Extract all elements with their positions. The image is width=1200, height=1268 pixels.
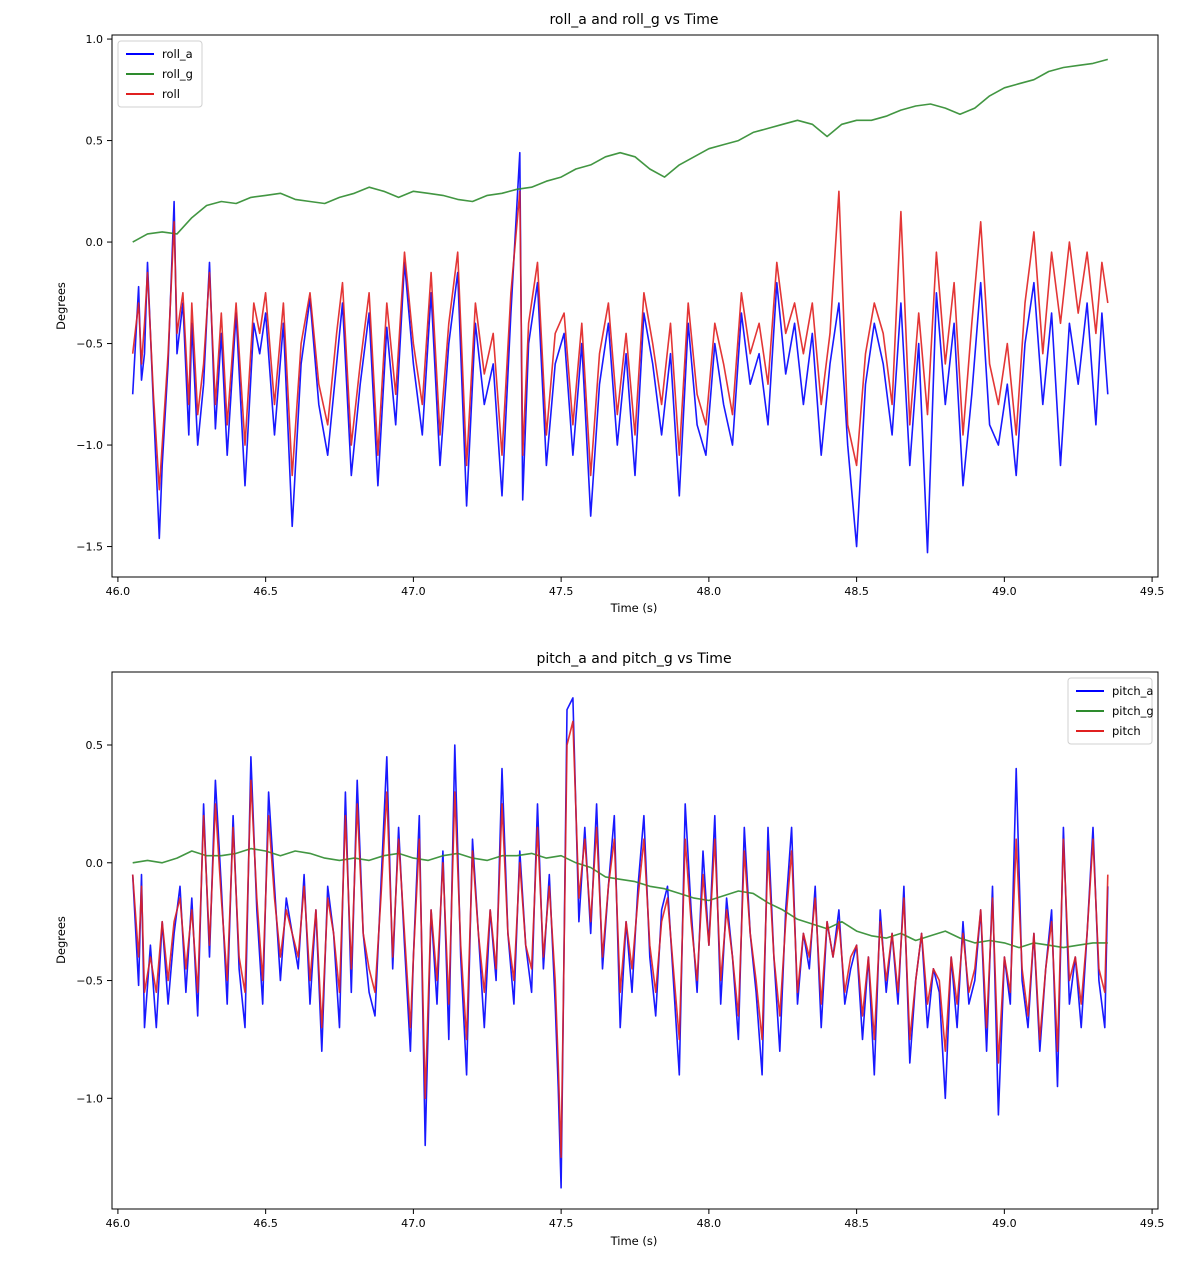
x-tick-label: 46.0 [106, 585, 131, 598]
chart-title: pitch_a and pitch_g vs Time [536, 651, 731, 667]
x-axis: 46.0 46.5 47.0 47.5 48.0 48.5 49.0 49.5 [106, 1209, 1165, 1230]
series-line-roll-g [132, 58, 1109, 243]
chart-title: roll_a and roll_g vs Time [549, 12, 718, 28]
y-tick-label: 1.0 [86, 33, 104, 46]
y-tick-label: −1.0 [76, 1092, 103, 1105]
plot-frame [111, 671, 1159, 1210]
y-tick-label: −1.5 [76, 541, 103, 554]
x-tick-label: 47.0 [401, 1217, 426, 1230]
y-tick-label: 0.0 [86, 857, 104, 870]
x-tick-label: 46.5 [253, 585, 278, 598]
x-tick-label: 49.5 [1140, 1217, 1165, 1230]
roll-chart: roll_a and roll_g vs Time 46.0 46.5 47.0 47… [54, 12, 1164, 615]
x-tick-label: 48.5 [844, 585, 869, 598]
legend-label: roll_g [162, 67, 193, 81]
y-tick-label: −0.5 [76, 338, 103, 351]
x-tick-label: 49.0 [992, 585, 1017, 598]
legend-box [1067, 677, 1153, 745]
x-tick-label: 48.0 [697, 1217, 722, 1230]
plot-area [131, 697, 1109, 1189]
x-tick-label: 46.0 [106, 1217, 131, 1230]
series-line-pitch [131, 720, 1109, 1158]
y-axis-label: Degrees [54, 916, 68, 964]
pitch-chart: pitch_a and pitch_g vs Time 46.0 46.5 47.0… [54, 651, 1164, 1248]
x-tick-label: 46.5 [253, 1217, 278, 1230]
x-axis-label: Time (s) [610, 1234, 658, 1248]
legend-box [117, 40, 203, 108]
y-tick-label: 0.5 [86, 135, 104, 148]
plot-area [131, 58, 1109, 554]
series-line-roll-a [131, 151, 1109, 554]
y-axis: −1.5 −1.0 −0.5 0.0 0.5 1.0 [76, 33, 112, 554]
x-axis: 46.0 46.5 47.0 47.5 48.0 48.5 49.0 49.5 [106, 577, 1165, 598]
y-tick-label: 0.0 [86, 236, 104, 249]
legend-label: roll [162, 87, 180, 101]
legend-label: pitch_g [1112, 704, 1154, 718]
x-tick-label: 49.5 [1140, 585, 1165, 598]
legend-label: pitch [1112, 724, 1141, 738]
series-line-pitch-g [132, 847, 1108, 949]
y-tick-label: 0.5 [86, 739, 104, 752]
series-line-roll [131, 190, 1109, 491]
y-tick-label: −1.0 [76, 439, 103, 452]
x-tick-label: 48.0 [697, 585, 722, 598]
x-tick-label: 47.0 [401, 585, 426, 598]
y-axis-label: Degrees [54, 282, 68, 330]
x-axis-label: Time (s) [610, 601, 658, 615]
legend-label: pitch_a [1112, 684, 1153, 698]
y-axis: −1.0 −0.5 0.0 0.5 [76, 739, 112, 1105]
plot-frame [111, 34, 1159, 578]
y-tick-label: −0.5 [76, 975, 103, 988]
x-tick-label: 49.0 [992, 1217, 1017, 1230]
x-tick-label: 48.5 [844, 1217, 869, 1230]
legend-label: roll_a [162, 47, 193, 61]
x-tick-label: 47.5 [549, 585, 574, 598]
x-tick-label: 47.5 [549, 1217, 574, 1230]
